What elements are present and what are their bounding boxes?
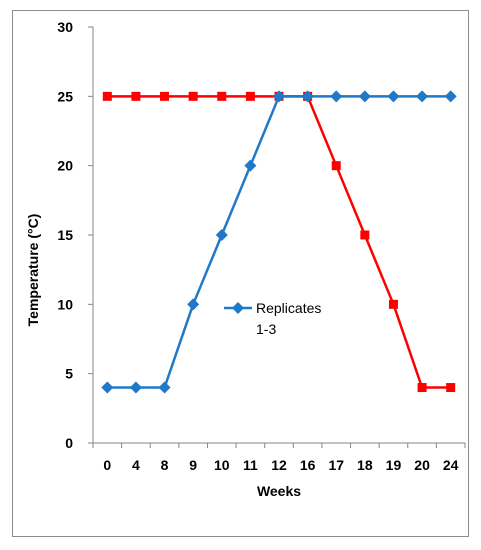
y-tick-label: 20	[57, 158, 73, 174]
x-axis-title: Weeks	[257, 483, 301, 499]
x-tick-label: 8	[161, 457, 169, 473]
x-ticks: 0 4 8 9 10 11 12 16 17 18 19 20 24	[92, 443, 466, 473]
data-point-square	[446, 383, 456, 393]
data-point-square	[388, 299, 398, 309]
x-tick-label: 17	[328, 457, 344, 473]
legend-label: Replicates	[256, 300, 321, 316]
data-point-diamond	[129, 381, 142, 394]
data-point-square	[102, 91, 112, 101]
data-point-square	[160, 91, 170, 101]
data-point-diamond	[187, 298, 200, 311]
data-point-diamond	[330, 90, 343, 103]
data-point-diamond	[416, 90, 429, 103]
data-point-diamond	[101, 381, 114, 394]
y-ticks: 0 5 10 15 20 25 30	[57, 19, 93, 451]
data-point-square	[360, 230, 370, 240]
x-tick-label: 4	[132, 457, 140, 473]
axes	[92, 27, 465, 444]
data-point-square	[245, 91, 255, 101]
x-tick-label: 19	[386, 457, 402, 473]
x-tick-label: 24	[443, 457, 459, 473]
legend: Replicates 1-3	[224, 300, 321, 337]
series-line	[107, 95, 451, 389]
series-2	[102, 91, 456, 393]
x-tick-label: 20	[414, 457, 430, 473]
legend-marker	[232, 302, 244, 314]
x-tick-label: 11	[243, 457, 258, 473]
data-point-diamond	[358, 90, 371, 103]
data-point-square	[188, 91, 198, 101]
y-tick-label: 25	[57, 88, 73, 104]
y-axis-title: Temperature (°C)	[25, 214, 41, 327]
y-tick-label: 5	[65, 366, 73, 382]
x-tick-label: 9	[189, 457, 197, 473]
data-point-square	[217, 91, 227, 101]
legend-label: 1-3	[256, 321, 276, 337]
x-tick-label: 0	[103, 457, 111, 473]
data-point-square	[417, 383, 427, 393]
x-tick-label: 18	[357, 457, 373, 473]
x-tick-label: 16	[300, 457, 316, 473]
series-1	[101, 90, 457, 394]
series-line	[107, 95, 451, 389]
data-point-diamond	[301, 90, 314, 103]
series-layer	[101, 90, 457, 394]
y-tick-label: 15	[57, 227, 73, 243]
data-point-diamond	[158, 381, 171, 394]
data-point-diamond	[273, 90, 285, 103]
data-point-square	[331, 161, 341, 171]
y-tick-label: 30	[57, 19, 73, 35]
y-tick-label: 0	[65, 435, 73, 451]
data-point-square	[131, 91, 141, 101]
x-tick-label: 12	[271, 457, 287, 473]
data-point-diamond	[215, 229, 228, 241]
y-tick-label: 10	[57, 296, 73, 312]
x-tick-label: 10	[214, 457, 230, 473]
data-point-diamond	[244, 159, 257, 172]
data-point-diamond	[444, 90, 457, 103]
data-point-diamond	[387, 90, 400, 103]
